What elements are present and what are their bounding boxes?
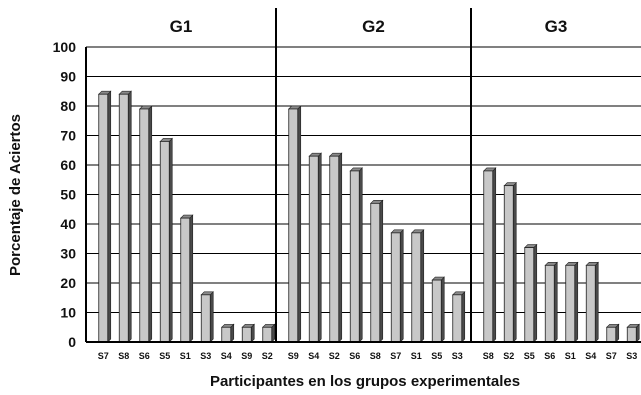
x-tick-label-G1-S3: S3: [200, 351, 211, 361]
bar-G1-S5: [159, 140, 170, 343]
x-tick-label-G1-S7: S7: [98, 351, 109, 361]
bar-side-G2-S4: [317, 152, 322, 343]
x-tick-label-G3-S2: S2: [503, 351, 514, 361]
y-tick-label-90: 90: [60, 69, 76, 85]
group-title-G2: G2: [362, 17, 385, 36]
bar-G2-S8: [370, 202, 381, 343]
x-tick-label-G1-S1: S1: [180, 351, 191, 361]
x-tick-label-G1-S2: S2: [262, 351, 273, 361]
bar-G3-S6: [544, 264, 555, 343]
x-tick-label-G1-S4: S4: [221, 351, 232, 361]
y-tick-label-80: 80: [60, 98, 76, 114]
bar-G3-S1: [565, 264, 576, 343]
bar-G1-S2: [262, 326, 273, 343]
bar-G2-S4: [308, 155, 319, 343]
bar-G3-S8: [483, 170, 494, 343]
bar-side-G3-S8: [492, 167, 497, 343]
axis-layer: [85, 8, 641, 343]
bar-side-G2-S6: [358, 167, 363, 343]
y-tick-label-30: 30: [60, 246, 76, 262]
x-tick-label-G2-S8: S8: [370, 351, 381, 361]
bar-side-G3-S4: [594, 261, 599, 343]
bar-side-G2-S2: [338, 152, 343, 343]
y-tick-label-40: 40: [60, 216, 76, 232]
x-tick-label-G3-S6: S6: [544, 351, 555, 361]
bar-side-G2-S3: [461, 291, 466, 343]
x-tick-label-G3-S3: S3: [626, 351, 637, 361]
bar-side-G2-S7: [399, 229, 404, 343]
bar-side-G3-S1: [574, 261, 579, 343]
y-axis-title: Porcentaje de Aciertos: [7, 114, 24, 276]
bar-side-G1-S5: [168, 137, 173, 343]
bar-G1-S3: [200, 294, 211, 343]
x-tick-label-G3-S7: S7: [606, 351, 617, 361]
bar-G3-S2: [503, 185, 514, 343]
bar-G1-S4: [221, 326, 232, 343]
group-title-G1: G1: [170, 17, 193, 36]
bar-G3-S7: [606, 326, 617, 343]
x-tick-label-G1-S9: S9: [241, 351, 252, 361]
x-tick-label-G2-S4: S4: [308, 351, 319, 361]
x-tick-label-G2-S6: S6: [349, 351, 360, 361]
bar-G3-S4: [585, 264, 596, 343]
bar-G2-S1: [411, 232, 422, 343]
bar-side-G3-S5: [533, 243, 538, 343]
bar-G2-S5: [431, 279, 442, 343]
label-layer: 0 10 20 30 40 50 60 70 80 90 100 G1 S7 S8 S6 S5 S1 S3 S4 S9…: [53, 17, 638, 361]
x-tick-label-G3-S4: S4: [585, 351, 596, 361]
x-tick-label-G1-S6: S6: [139, 351, 150, 361]
bar-side-G2-S9: [297, 105, 302, 343]
bar-G2-S7: [390, 232, 401, 343]
bar-side-G3-S6: [553, 261, 558, 343]
bar-G2-S3: [452, 294, 463, 343]
bar-side-G1-S8: [127, 90, 132, 343]
x-tick-label-G2-S5: S5: [431, 351, 442, 361]
x-tick-label-G2-S1: S1: [411, 351, 422, 361]
bar-G1-S1: [180, 217, 191, 343]
bar-side-G2-S8: [379, 199, 384, 343]
bar-side-G1-S7: [107, 90, 112, 343]
bar-G2-S6: [349, 170, 360, 343]
bar-G3-S3: [626, 326, 637, 343]
bar-G1-S9: [241, 326, 252, 343]
x-tick-label-G3-S8: S8: [483, 351, 494, 361]
x-axis-title: Participantes en los grupos experimental…: [210, 373, 520, 390]
bar-G1-S6: [139, 108, 150, 343]
bar-G3-S5: [524, 247, 535, 343]
bar-side-G2-S5: [440, 276, 445, 343]
bar-G1-S8: [118, 93, 129, 343]
y-tick-label-70: 70: [60, 128, 76, 144]
y-tick-label-60: 60: [60, 157, 76, 173]
bar-side-G2-S1: [420, 229, 425, 343]
bar-side-G1-S6: [148, 105, 153, 343]
bars-layer: [98, 90, 640, 343]
x-tick-label-G2-S7: S7: [390, 351, 401, 361]
bar-side-G1-S3: [209, 291, 214, 343]
group-title-G3: G3: [545, 17, 568, 36]
bar-side-G1-S1: [189, 214, 194, 343]
grid-layer: [86, 46, 641, 343]
x-tick-label-G1-S8: S8: [118, 351, 129, 361]
bar-G1-S7: [98, 93, 109, 343]
y-tick-label-0: 0: [68, 334, 76, 350]
x-tick-label-G1-S5: S5: [159, 351, 170, 361]
bar-side-G3-S2: [512, 181, 517, 343]
x-tick-label-G3-S5: S5: [524, 351, 535, 361]
x-tick-label-G3-S1: S1: [565, 351, 576, 361]
x-tick-label-G2-S9: S9: [288, 351, 299, 361]
y-tick-label-50: 50: [60, 187, 76, 203]
bar-G2-S9: [288, 108, 299, 343]
bar-G2-S2: [329, 155, 340, 343]
y-tick-label-10: 10: [60, 305, 76, 321]
y-tick-label-20: 20: [60, 275, 76, 291]
x-tick-label-G2-S3: S3: [452, 351, 463, 361]
x-tick-label-G2-S2: S2: [329, 351, 340, 361]
y-tick-label-100: 100: [53, 39, 77, 55]
